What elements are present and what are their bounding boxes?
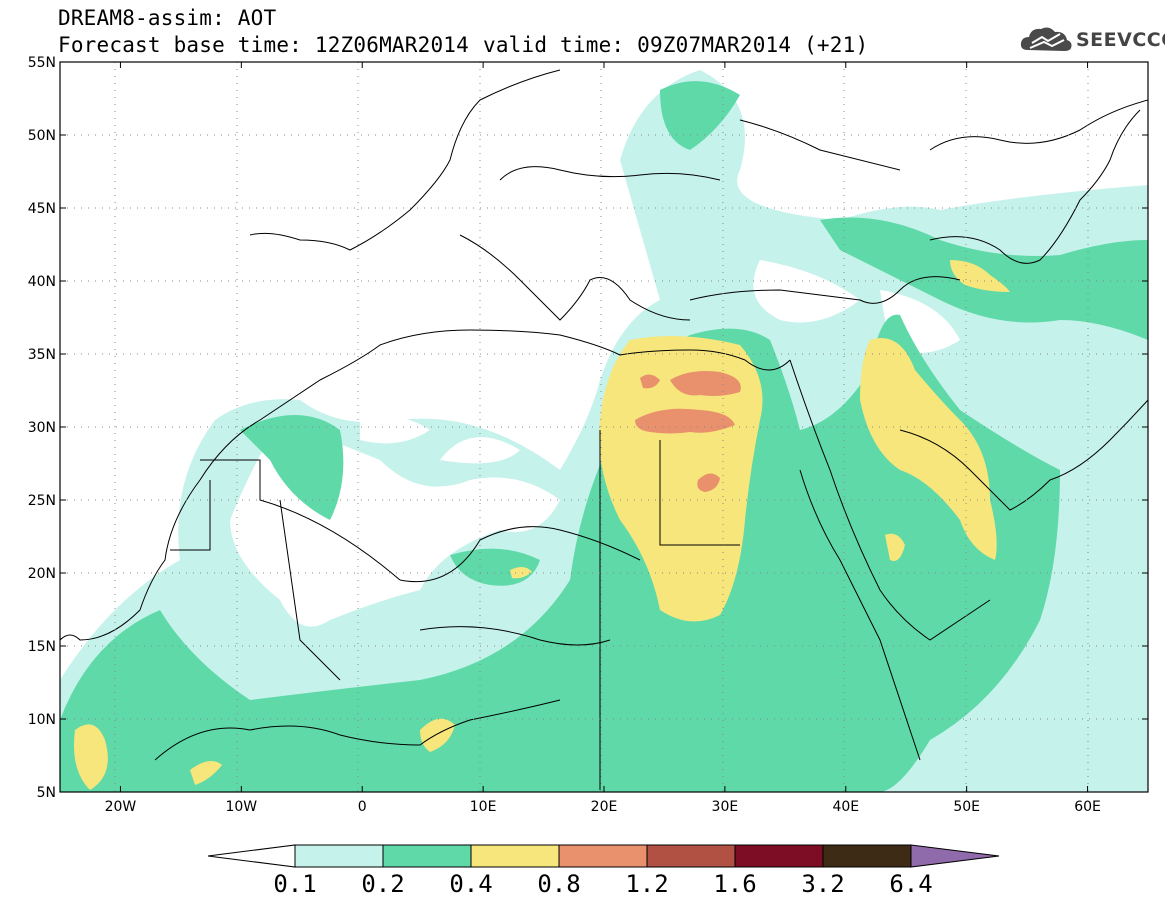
lon-label: 20W: [105, 799, 137, 815]
lon-label: 10E: [470, 799, 497, 815]
logo-text: SEEVCCC: [1076, 29, 1165, 51]
lat-label: 55N: [28, 55, 56, 71]
colorbar-swatch: [822, 844, 912, 868]
lat-label: 10N: [28, 712, 56, 728]
lat-label: 5N: [37, 785, 56, 801]
colorbar-level-label: 0.1: [273, 870, 317, 898]
lon-label: 10W: [225, 799, 257, 815]
colorbar-level-label: 3.2: [801, 870, 845, 898]
grid: [60, 62, 1148, 792]
lon-label: 60E: [1074, 799, 1101, 815]
colorbar-level-label: 1.6: [713, 870, 757, 898]
colorbar-level-label: 1.2: [625, 870, 669, 898]
lon-label: 30E: [712, 799, 739, 815]
colorbar-level-label: 0.4: [449, 870, 493, 898]
colorbar-swatch: [734, 844, 824, 868]
lat-label: 45N: [28, 201, 56, 217]
lat-label: 15N: [28, 639, 56, 655]
colorbar-swatch: [646, 844, 736, 868]
cloud-icon: [1020, 27, 1072, 51]
colorbar-swatch: [558, 844, 648, 868]
colorbar: [207, 844, 1000, 868]
lat-label: 50N: [28, 128, 56, 144]
lon-label: 20E: [591, 799, 618, 815]
lon-label: 40E: [832, 799, 859, 815]
colorbar-swatch: [294, 844, 384, 868]
latitude-axis: 55N 50N 45N 40N 35N 30N 25N 20N 15N 10N 5N: [28, 55, 1148, 801]
lon-label: 0: [358, 799, 367, 815]
seevccc-logo: SEEVCCC: [1018, 22, 1165, 58]
longitude-axis: 20W 10W 0 10E 20E 30E 40E 50E 60E: [105, 62, 1101, 815]
lat-label: 20N: [28, 566, 56, 582]
colorbar-level-label: 0.8: [537, 870, 581, 898]
colorbar-high-arrow: [910, 844, 1000, 868]
aot-fields: [60, 62, 1148, 792]
colorbar-swatch: [470, 844, 560, 868]
colorbar-level-label: 0.2: [361, 870, 405, 898]
colorbar-level-label: 6.4: [889, 870, 933, 898]
lat-label: 25N: [28, 493, 56, 509]
colorbar-low-arrow: [207, 844, 296, 868]
valid-time: valid time: 09Z07MAR2014 (+21): [483, 33, 869, 57]
lat-label: 35N: [28, 347, 56, 363]
coastlines: [60, 69, 1148, 790]
map-title: DREAM8-assim: AOT: [58, 6, 277, 30]
aot-level-0.4: [74, 260, 1010, 790]
lat-label: 30N: [28, 420, 56, 436]
lon-label: 50E: [953, 799, 980, 815]
forecast-times: Forecast base time: 12Z06MAR2014 valid ti…: [58, 33, 868, 57]
base-time: Forecast base time: 12Z06MAR2014: [58, 33, 469, 57]
colorbar-swatch: [382, 844, 472, 868]
lat-label: 40N: [28, 274, 56, 290]
